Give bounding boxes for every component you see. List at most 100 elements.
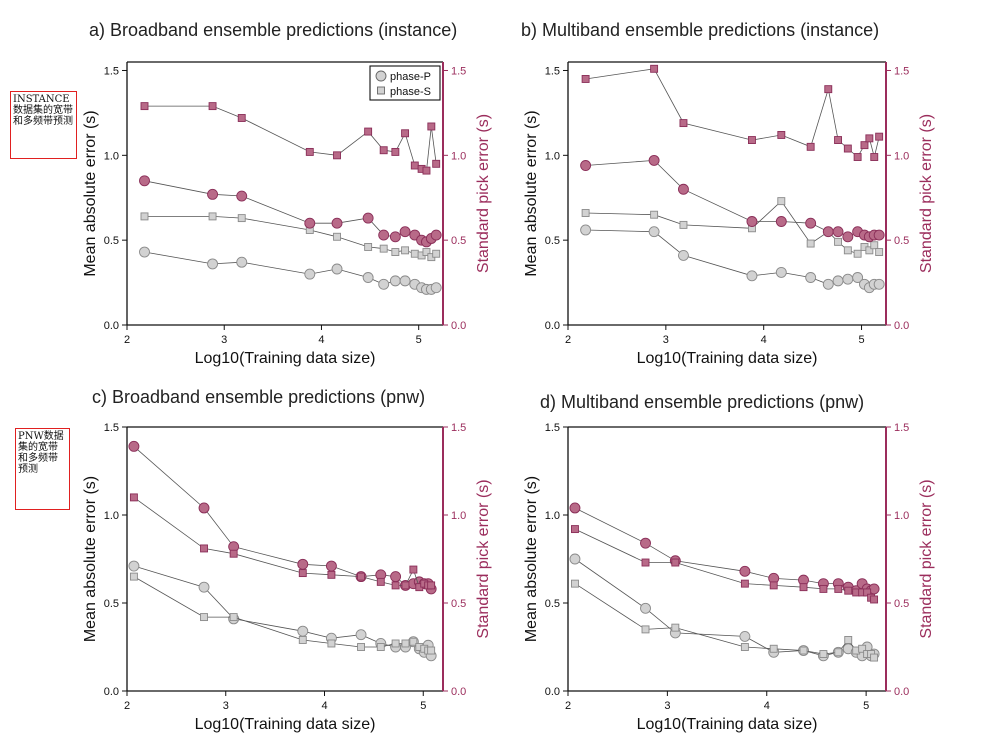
data-point-circle	[430, 229, 442, 241]
series-phase-S-std-line	[144, 105, 437, 172]
y2-tick-label: 1.5	[894, 422, 909, 434]
data-point-square	[777, 131, 786, 139]
data-point-circle	[399, 275, 411, 287]
y-tick-label: 1.0	[104, 510, 119, 522]
chart-title: b) Multiband ensemble predictions (insta…	[521, 20, 879, 40]
y-tick-label: 1.5	[104, 65, 119, 77]
data-point-square	[327, 639, 336, 648]
y-tick-label: 1.5	[545, 65, 560, 77]
y2-axis-label: Standard pick error (s)	[475, 114, 492, 273]
data-point-square	[843, 246, 852, 255]
data-point-square	[208, 102, 217, 111]
x-tick-label: 2	[124, 334, 130, 346]
data-point-square	[819, 584, 828, 593]
data-point-square	[824, 85, 833, 94]
data-point-square	[327, 570, 336, 579]
data-point-square	[140, 212, 149, 221]
data-point-circle	[355, 629, 367, 641]
data-point-square	[650, 210, 659, 219]
data-point-circle	[304, 217, 316, 229]
y-tick-label: 1.5	[104, 422, 119, 434]
series-phase-P-mae	[580, 224, 885, 294]
x-tick-label: 3	[664, 700, 670, 712]
x-tick-label: 2	[565, 700, 571, 712]
data-point-square	[844, 636, 853, 644]
x-tick-label: 3	[221, 334, 227, 346]
data-point-circle	[842, 273, 854, 285]
data-point-square	[875, 132, 884, 141]
data-point-square	[853, 249, 862, 258]
data-point-square	[208, 212, 217, 221]
x-tick-label: 5	[416, 334, 422, 346]
x-tick-label: 4	[764, 700, 770, 712]
data-point-square	[870, 153, 879, 161]
data-point-circle	[236, 256, 248, 268]
data-point-square	[799, 646, 808, 655]
data-point-circle	[678, 183, 689, 195]
data-point-circle	[873, 229, 885, 241]
x-tick-label: 2	[565, 334, 571, 346]
data-point-square	[858, 644, 867, 653]
series-phase-P-mae	[139, 246, 442, 295]
data-point-square	[364, 127, 373, 136]
y2-axis-label: Standard pick error (s)	[918, 479, 935, 638]
y2-axis-label: Standard pick error (s)	[918, 114, 935, 273]
data-point-square	[410, 249, 419, 258]
y2-tick-label: 1.5	[451, 422, 466, 434]
data-point-square	[641, 625, 650, 634]
series-phase-S-std-line	[574, 528, 875, 600]
data-point-square	[401, 129, 410, 138]
x-axis-label: Log10(Training data size)	[195, 716, 376, 733]
data-point-square	[237, 214, 246, 223]
y-tick-label: 1.0	[545, 150, 560, 162]
x-tick-label: 3	[663, 334, 669, 346]
series-phase-P-std-line	[574, 507, 875, 592]
y2-tick-label: 0.5	[451, 598, 466, 610]
legend: phase-P phase-S	[369, 65, 441, 101]
y2-tick-label: 1.0	[894, 510, 909, 522]
x-tick-label: 5	[858, 334, 864, 346]
series-phase-P-std	[580, 154, 885, 243]
data-point-square	[740, 579, 749, 588]
data-point-square	[229, 613, 238, 622]
data-point-square	[409, 637, 418, 646]
series-phase-P-std	[569, 502, 880, 597]
series-phase-S-std	[140, 102, 441, 175]
data-point-square	[679, 220, 688, 229]
y-tick-label: 0.5	[545, 235, 560, 247]
y-tick-label: 0.5	[104, 598, 119, 610]
legend-marker-square	[377, 86, 385, 95]
data-point-square	[581, 209, 590, 217]
chart-panel-d: d) Multiband ensemble predictions (pnw) 2…	[523, 392, 935, 733]
data-point-circle	[304, 268, 316, 280]
y-tick-label: 0.5	[545, 598, 560, 610]
data-point-square	[875, 248, 884, 256]
data-point-square	[650, 64, 659, 73]
data-point-square	[422, 166, 431, 175]
data-point-circle	[297, 558, 309, 570]
data-point-square	[571, 525, 579, 534]
data-point-square	[843, 144, 852, 153]
x-tick-label: 4	[321, 700, 327, 712]
data-point-square	[357, 643, 365, 651]
data-point-square	[671, 558, 680, 567]
data-point-circle	[389, 231, 401, 243]
y-axis-label: Mean absolute error (s)	[82, 476, 99, 642]
data-point-circle	[378, 278, 390, 290]
series-phase-S-mae	[571, 579, 879, 662]
data-point-square	[409, 565, 418, 574]
series-phase-S-std	[571, 525, 879, 604]
y2-tick-label: 1.5	[451, 65, 466, 77]
data-point-square	[129, 493, 138, 502]
data-point-square	[870, 241, 879, 250]
series-phase-S-mae-line	[133, 576, 432, 651]
data-point-square	[237, 114, 246, 122]
data-point-square	[401, 639, 410, 648]
data-point-circle	[430, 282, 442, 294]
chart-title: c) Broadband ensemble predictions (pnw)	[92, 387, 425, 407]
data-point-square	[427, 646, 436, 655]
chart-panel-b: b) Multiband ensemble predictions (insta…	[521, 20, 935, 367]
chart-panel-a: a) Broadband ensemble predictions (insta…	[82, 20, 492, 367]
x-tick-label: 4	[761, 334, 767, 346]
chart-title: d) Multiband ensemble predictions (pnw)	[540, 392, 864, 412]
